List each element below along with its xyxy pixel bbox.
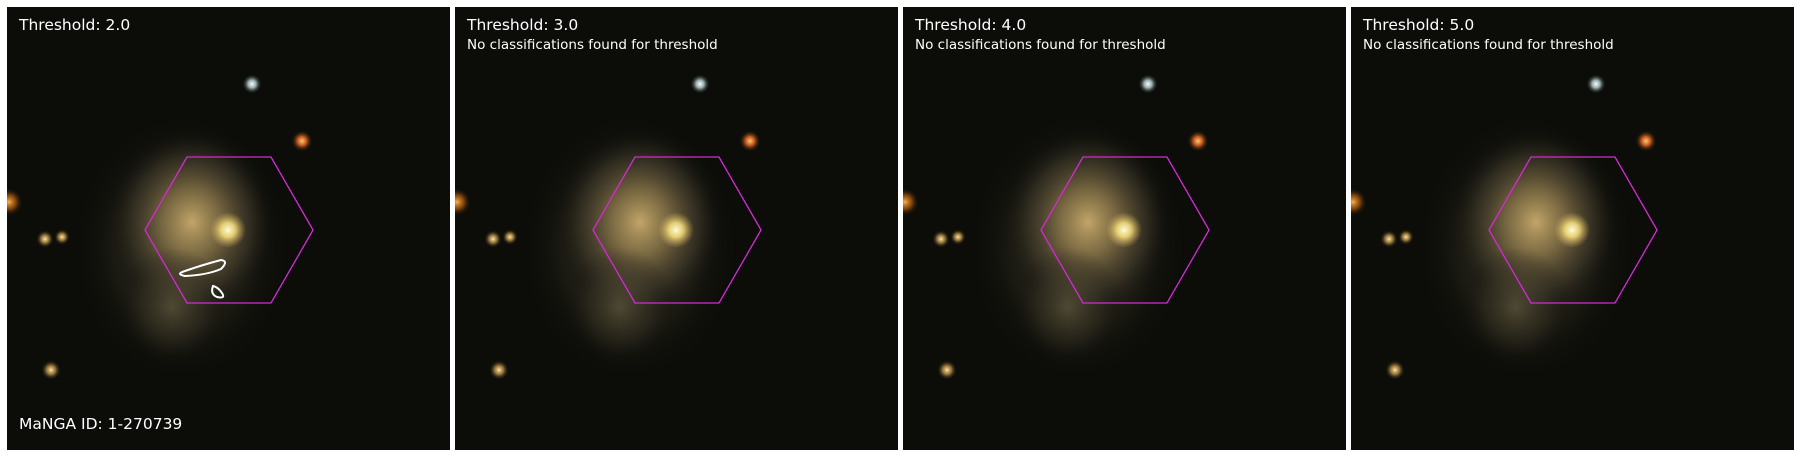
threshold-title: Threshold: 2.0 [19, 16, 131, 34]
panel-threshold-5: Threshold: 5.0 No classifications found … [1351, 7, 1794, 450]
galaxy-image [1351, 7, 1794, 450]
panel-threshold-3: Threshold: 3.0 No classifications found … [455, 7, 898, 450]
threshold-title: Threshold: 5.0 [1363, 16, 1475, 34]
contour-overlay [179, 258, 226, 299]
no-classifications-note: No classifications found for threshold [1363, 37, 1614, 53]
galaxy-image [903, 7, 1346, 450]
classification-contour-small [211, 284, 225, 299]
no-classifications-note: No classifications found for threshold [915, 37, 1166, 53]
panel-threshold-2: Threshold: 2.0 MaNGA ID: 1-270739 [7, 7, 450, 450]
threshold-title: Threshold: 4.0 [915, 16, 1027, 34]
manga-id-label: MaNGA ID: 1-270739 [19, 415, 183, 433]
galaxy-image [455, 7, 898, 450]
threshold-title: Threshold: 3.0 [467, 16, 579, 34]
classification-contour [179, 258, 226, 278]
no-classifications-note: No classifications found for threshold [467, 37, 718, 53]
panel-threshold-4: Threshold: 4.0 No classifications found … [903, 7, 1346, 450]
